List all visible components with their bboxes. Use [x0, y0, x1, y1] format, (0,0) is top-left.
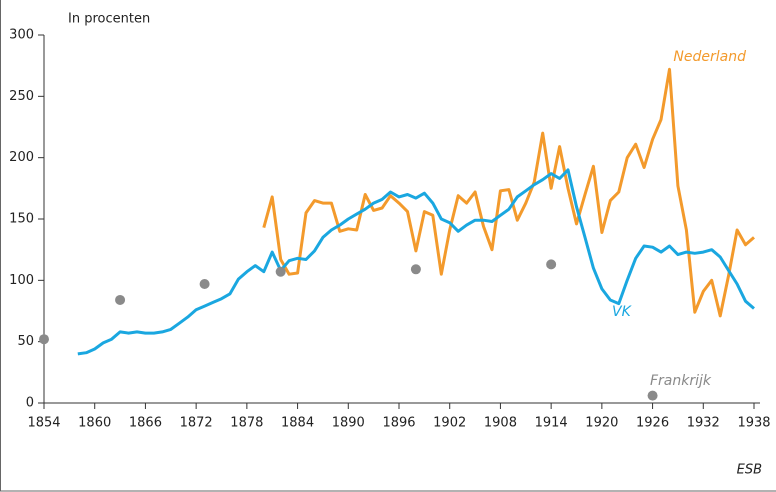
series-label: Frankrijk [650, 373, 712, 389]
point [115, 294, 126, 305]
series-label: Nederland [673, 49, 746, 65]
x-tick-label: 1932 [687, 416, 720, 431]
x-tick-label: 1914 [535, 416, 568, 431]
y-tick-label: 50 [17, 334, 34, 349]
x-tick-label: 1860 [78, 416, 111, 431]
x-tick-label: 1926 [636, 416, 669, 431]
series-label: VK [612, 304, 633, 320]
y-tick-label: 200 [9, 150, 34, 165]
y-tick-label: 0 [26, 396, 34, 411]
x-tick-label: 1908 [484, 416, 517, 431]
x-tick-label: 1884 [281, 416, 314, 431]
x-tick-label: 1866 [129, 416, 162, 431]
y-tick-label: 300 [9, 28, 34, 43]
y-axis-label: In procenten [68, 12, 150, 27]
x-tick-label: 1902 [433, 416, 466, 431]
x-tick-label: 1896 [382, 416, 415, 431]
x-tick-label: 1920 [585, 416, 618, 431]
y-tick-label: 250 [9, 89, 34, 104]
x-tick-label: 1872 [180, 416, 213, 431]
x-tick-label: 1890 [332, 416, 365, 431]
point [410, 264, 421, 275]
source: ESB [737, 463, 762, 478]
point [39, 334, 49, 345]
point [647, 390, 658, 401]
point [199, 279, 210, 290]
point [546, 259, 557, 270]
x-tick-label: 1938 [737, 416, 770, 431]
y-tick-label: 150 [9, 212, 34, 227]
y-tick-label: 100 [9, 273, 34, 288]
x-tick-label: 1878 [230, 416, 263, 431]
point [275, 266, 286, 277]
series-line [77, 168, 755, 356]
series-line [262, 67, 755, 318]
x-tick-label: 1854 [27, 416, 60, 431]
